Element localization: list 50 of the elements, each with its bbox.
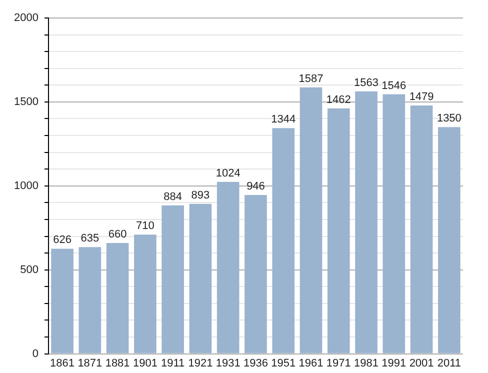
y-tick-label: 0 bbox=[32, 348, 38, 360]
x-tick-label: 1971 bbox=[326, 357, 351, 370]
data-label: 1479 bbox=[409, 91, 434, 104]
bar bbox=[382, 94, 406, 354]
x-tick-label: 1871 bbox=[78, 357, 102, 370]
data-label: 946 bbox=[246, 180, 265, 192]
x-tick-label: 2001 bbox=[409, 357, 434, 370]
x-tick-label: 1991 bbox=[382, 357, 406, 370]
data-label: 1024 bbox=[216, 167, 240, 180]
data-label: 1350 bbox=[436, 112, 462, 125]
x-tick-label: 1921 bbox=[188, 357, 213, 370]
data-label: 1546 bbox=[382, 80, 406, 92]
bar bbox=[327, 108, 350, 354]
x-tick-label: 1901 bbox=[132, 357, 158, 370]
data-label: 1563 bbox=[354, 76, 379, 89]
bar bbox=[272, 128, 295, 354]
data-label: 884 bbox=[164, 190, 182, 203]
bar bbox=[410, 105, 433, 354]
x-tick-label: 1981 bbox=[354, 357, 379, 370]
bar bbox=[216, 182, 240, 354]
bar bbox=[78, 247, 102, 354]
data-label: 893 bbox=[191, 189, 210, 202]
data-label: 710 bbox=[136, 220, 154, 232]
data-label: 1344 bbox=[271, 114, 296, 126]
bar bbox=[438, 127, 460, 354]
x-tick-label: 2011 bbox=[437, 357, 462, 370]
bar bbox=[189, 204, 212, 354]
bar bbox=[300, 87, 322, 354]
x-tick-label: 1961 bbox=[298, 357, 324, 370]
y-tick-label: 1500 bbox=[14, 96, 38, 108]
x-tick-label: 1881 bbox=[105, 357, 130, 370]
data-label: 660 bbox=[108, 228, 127, 241]
bar bbox=[106, 242, 129, 354]
bar bbox=[355, 91, 378, 354]
y-tick-label: 1000 bbox=[14, 180, 38, 192]
x-tick-label: 1911 bbox=[161, 357, 185, 370]
x-tick-label: 1861 bbox=[50, 357, 75, 370]
y-tick-label: 2000 bbox=[14, 12, 38, 24]
bar bbox=[51, 248, 74, 354]
data-label: 1462 bbox=[326, 94, 351, 106]
x-tick-label: 1931 bbox=[216, 357, 240, 370]
x-tick-label: 1936 bbox=[243, 357, 268, 370]
bar bbox=[162, 205, 184, 354]
bar bbox=[134, 234, 156, 354]
data-label: 635 bbox=[80, 232, 100, 245]
data-label: 1587 bbox=[298, 72, 324, 85]
y-tick-label: 500 bbox=[20, 264, 38, 276]
data-label: 626 bbox=[53, 234, 72, 246]
x-tick-label: 1951 bbox=[271, 357, 296, 370]
bar bbox=[244, 194, 267, 354]
